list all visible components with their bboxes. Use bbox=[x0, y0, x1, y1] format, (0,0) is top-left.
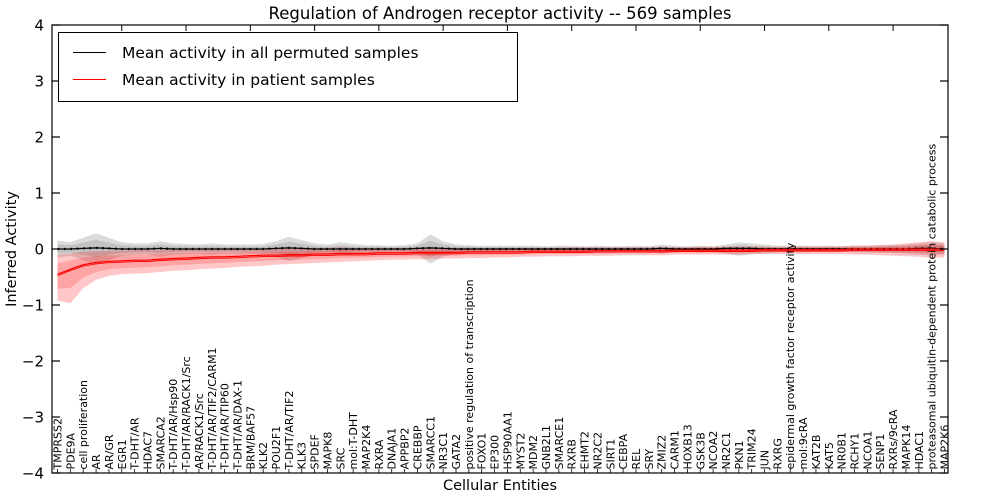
x-tick-label: EHMT2 bbox=[579, 431, 592, 469]
x-tick-label: SRY bbox=[643, 449, 656, 470]
x-tick-label: FOXO1 bbox=[476, 433, 489, 470]
x-tick-label: TRIM24 bbox=[746, 428, 759, 470]
x-tick-label: RXRG bbox=[771, 438, 784, 469]
x-tick-label: MDM2 bbox=[527, 435, 540, 469]
x-tick-label: epidermal growth factor receptor activit… bbox=[784, 242, 797, 469]
x-tick-label: SMARCA2 bbox=[154, 416, 167, 469]
x-tick-label: APPBP2 bbox=[399, 428, 412, 470]
x-tick-label: POU2F1 bbox=[270, 426, 283, 470]
x-tick-label: EP300 bbox=[489, 435, 502, 470]
x-tick-label: MAPK14 bbox=[900, 425, 913, 470]
x-tick-label: AR/GR bbox=[103, 434, 116, 469]
x-tick-label: GATA2 bbox=[450, 434, 463, 470]
x-tick-label: HDAC1 bbox=[913, 431, 926, 470]
series-line-1 bbox=[57, 248, 945, 275]
x-tick-label: SPDEF bbox=[309, 434, 322, 469]
x-tick-label: CEBPA bbox=[617, 433, 630, 469]
x-tick-label: SMARCC1 bbox=[424, 416, 437, 469]
chart-title: Regulation of Androgen receptor activity… bbox=[268, 4, 732, 23]
x-tick-label: T-DHT/AR/DAX-1 bbox=[231, 380, 244, 470]
x-tick-label: CARM1 bbox=[669, 430, 682, 469]
x-tick-label: HDAC7 bbox=[141, 431, 154, 470]
x-tick-label: RXRB bbox=[566, 439, 579, 469]
x-tick-label: REL bbox=[630, 448, 643, 470]
x-tick-label: T-DHT/AR/TIF2 bbox=[283, 390, 296, 470]
x-tick-label: proteasomal ubiquitin-dependent protein … bbox=[926, 144, 939, 470]
x-tick-label: NR2C1 bbox=[720, 432, 733, 470]
x-tick-label: T-DHT/AR/Hsp90 bbox=[167, 379, 180, 471]
x-tick-label: NR3C1 bbox=[437, 432, 450, 470]
x-tick-label: AR bbox=[90, 454, 103, 470]
y-tick-label: −4 bbox=[22, 465, 44, 483]
x-tick-label: CREBBP bbox=[411, 425, 424, 469]
x-tick-label: T-DHT/AR/TIP60 bbox=[219, 383, 232, 470]
x-tick-label: MAP2K6 bbox=[939, 425, 952, 470]
black-line-swatch bbox=[73, 52, 106, 53]
x-tick-label: ZMIZ2 bbox=[656, 435, 669, 470]
x-tick-label: SMARCE1 bbox=[553, 417, 566, 470]
x-tick-label: BRM/BAF57 bbox=[244, 406, 257, 470]
x-tick-label: T-DHT/AR/TIF2/CARM1 bbox=[206, 347, 219, 470]
x-tick-label: PKN1 bbox=[733, 440, 746, 469]
x-tick-label: KLK3 bbox=[296, 442, 309, 470]
x-tick-label: SRC bbox=[334, 447, 347, 469]
y-tick-label: 2 bbox=[34, 129, 44, 147]
x-tick-label: RXRA bbox=[373, 439, 386, 469]
x-tick-label: GSK3B bbox=[694, 432, 707, 469]
x-tick-label: T-DHT/AR/RACK1/Src bbox=[180, 356, 193, 470]
legend-entry-permuted: Mean activity in all permuted samples bbox=[73, 39, 503, 66]
legend-label: Mean activity in all permuted samples bbox=[122, 43, 419, 62]
x-tick-label: EGR1 bbox=[116, 439, 129, 469]
x-tick-label: KAT5 bbox=[823, 442, 836, 469]
x-tick-label: RCHY1 bbox=[849, 433, 862, 470]
y-tick-label: 1 bbox=[34, 185, 44, 203]
x-tick-label: KAT2B bbox=[810, 435, 823, 470]
x-tick-label: mol:9cRA bbox=[797, 417, 810, 469]
y-axis-label: Inferred Activity bbox=[4, 191, 20, 307]
x-tick-label: SENP1 bbox=[874, 434, 887, 470]
x-tick-label: T-DHT/AR bbox=[129, 417, 142, 470]
x-tick-label: cell proliferation bbox=[77, 380, 90, 470]
x-tick-label: GNB2L1 bbox=[540, 425, 553, 469]
x-tick-label: HSP90AA1 bbox=[501, 411, 514, 469]
y-tick-label: 3 bbox=[34, 73, 44, 91]
x-tick-label: NR2C2 bbox=[591, 432, 604, 470]
x-tick-label: MYST2 bbox=[514, 433, 527, 470]
series-line-shadow-1 bbox=[57, 249, 945, 277]
x-tick-label: SIRT1 bbox=[604, 439, 617, 470]
x-tick-label: positive regulation of transcription bbox=[463, 279, 476, 469]
y-tick-label: −2 bbox=[22, 353, 44, 371]
y-tick-label: 4 bbox=[34, 17, 44, 35]
x-tick-label: KLK2 bbox=[257, 442, 270, 470]
y-tick-label: 0 bbox=[34, 241, 44, 259]
band-1-inner bbox=[57, 244, 945, 289]
x-tick-label: RXRs/9cRA bbox=[887, 409, 900, 470]
x-axis-label: Cellular Entities bbox=[442, 478, 558, 494]
x-tick-label: mol:T-DHT bbox=[347, 412, 360, 470]
x-tick-label: MAPK8 bbox=[321, 432, 334, 470]
x-tick-label: HOXB13 bbox=[681, 424, 694, 469]
y-tick-label: −3 bbox=[22, 409, 44, 427]
legend-label: Mean activity in patient samples bbox=[122, 70, 375, 89]
legend-entry-patient: Mean activity in patient samples bbox=[73, 66, 503, 93]
red-line-swatch bbox=[73, 79, 106, 80]
x-tick-label: DNAJA1 bbox=[386, 428, 399, 470]
x-tick-label: MAP2K4 bbox=[360, 425, 373, 470]
x-tick-label: TMPRSS2 bbox=[52, 418, 65, 470]
series-markers-0 bbox=[57, 246, 945, 251]
legend: Mean activity in all permuted samples Me… bbox=[58, 32, 518, 102]
x-tick-label: NCOA2 bbox=[707, 431, 720, 470]
y-tick-label: −1 bbox=[22, 297, 44, 315]
x-tick-label: NCOA1 bbox=[861, 431, 874, 470]
x-tick-label: JUN bbox=[759, 450, 772, 471]
x-tick-label: AR/RACK1/Src bbox=[193, 393, 206, 469]
x-tick-label: NR0B1 bbox=[836, 432, 849, 469]
x-tick-label: PDE9A bbox=[64, 432, 77, 469]
